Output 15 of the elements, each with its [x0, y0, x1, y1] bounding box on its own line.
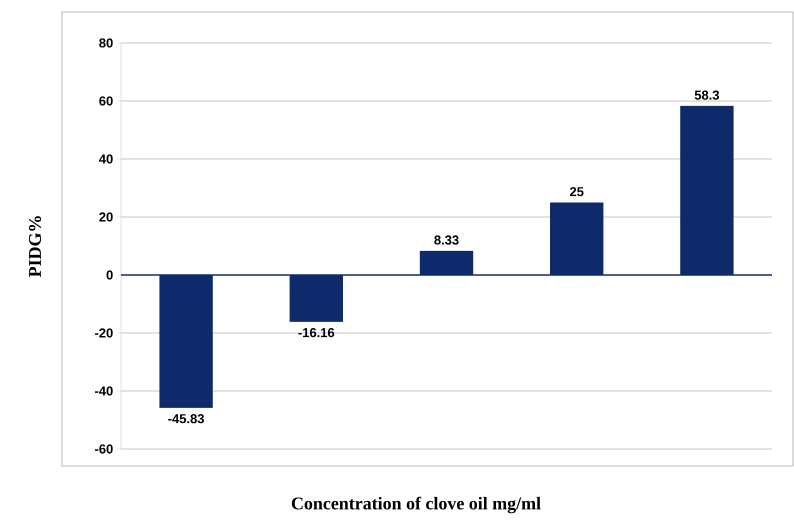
- y-tick-label: 40: [99, 154, 113, 164]
- y-tick-label: 0: [106, 270, 113, 280]
- y-tick-label: 20: [99, 212, 113, 222]
- y-tick-label: -40: [95, 386, 113, 396]
- y-axis-title: PIDG%: [28, 216, 42, 278]
- data-label: -45.83: [168, 414, 204, 424]
- y-tick-label: 60: [99, 96, 113, 106]
- data-label: 8.33: [434, 235, 459, 245]
- y-tick-label: -20: [95, 328, 113, 338]
- y-tick-label: -60: [95, 444, 113, 454]
- data-label: 25: [570, 187, 584, 196]
- x-axis-title: Concentration of clove oil mg/ml: [292, 496, 541, 514]
- data-label: 58.3: [694, 90, 720, 100]
- data-label: -16.16: [298, 328, 334, 338]
- y-tick-label: 80: [99, 38, 113, 48]
